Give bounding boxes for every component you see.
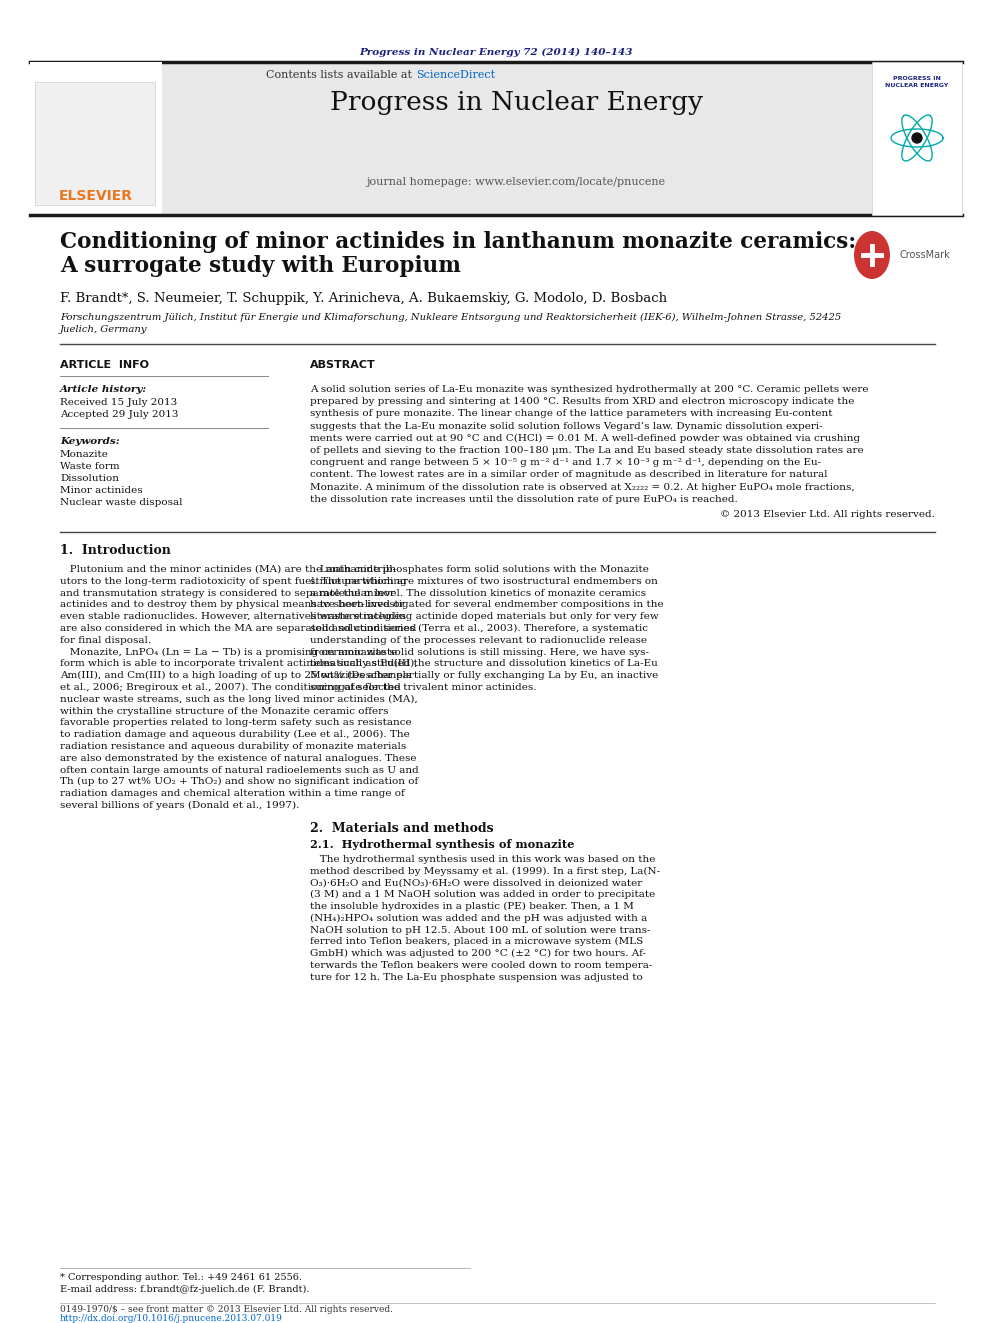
Text: of pellets and sieving to the fraction 100–180 μm. The La and Eu based steady st: of pellets and sieving to the fraction 1…	[310, 446, 864, 455]
Text: tematically studied the structure and dissolution kinetics of La-Eu: tematically studied the structure and di…	[310, 659, 658, 668]
Text: A surrogate study with Europium: A surrogate study with Europium	[60, 255, 461, 277]
Text: are also demonstrated by the existence of natural analogues. These: are also demonstrated by the existence o…	[60, 754, 417, 763]
Text: from monazite solid solutions is still missing. Here, we have sys-: from monazite solid solutions is still m…	[310, 647, 649, 656]
Text: NaOH solution to pH 12.5. About 100 mL of solution were trans-: NaOH solution to pH 12.5. About 100 mL o…	[310, 926, 651, 934]
Text: Accepted 29 July 2013: Accepted 29 July 2013	[60, 410, 179, 419]
Text: E-mail address: f.brandt@fz-juelich.de (F. Brandt).: E-mail address: f.brandt@fz-juelich.de (…	[60, 1285, 310, 1294]
Text: Waste form: Waste form	[60, 462, 120, 471]
Text: for final disposal.: for final disposal.	[60, 636, 151, 644]
Text: the dissolution rate increases until the dissolution rate of pure EuPO₄ is reach: the dissolution rate increases until the…	[310, 495, 738, 504]
Text: suggests that the La-Eu monazite solid solution follows Vegard’s law. Dynamic di: suggests that the La-Eu monazite solid s…	[310, 422, 822, 430]
Text: surrogate for the trivalent minor actinides.: surrogate for the trivalent minor actini…	[310, 683, 537, 692]
Text: content. The lowest rates are in a similar order of magnitude as described in li: content. The lowest rates are in a simil…	[310, 471, 827, 479]
Text: a molecular level. The dissolution kinetics of monazite ceramics: a molecular level. The dissolution kinet…	[310, 589, 646, 598]
Text: Monazite. A minimum of the dissolution rate is observed at X₂₂₂₂ = 0.2. At highe: Monazite. A minimum of the dissolution r…	[310, 483, 855, 492]
Text: ferred into Teflon beakers, placed in a microwave system (MLS: ferred into Teflon beakers, placed in a …	[310, 937, 643, 946]
Text: ABSTRACT: ABSTRACT	[310, 360, 376, 370]
Text: and transmutation strategy is considered to separate the minor: and transmutation strategy is considered…	[60, 589, 395, 598]
Text: structure which are mixtures of two isostructural endmembers on: structure which are mixtures of two isos…	[310, 577, 658, 586]
Text: Am(III), and Cm(III) to a high loading of up to 25 wt% (Deschanels: Am(III), and Cm(III) to a high loading o…	[60, 671, 412, 680]
Circle shape	[912, 134, 922, 143]
Text: ARTICLE  INFO: ARTICLE INFO	[60, 360, 149, 370]
Text: Conditioning of minor actinides in lanthanum monazite ceramics:: Conditioning of minor actinides in lanth…	[60, 232, 856, 253]
Text: The hydrothermal synthesis used in this work was based on the: The hydrothermal synthesis used in this …	[310, 855, 656, 864]
Ellipse shape	[854, 232, 890, 279]
Bar	[872, 62, 962, 216]
Text: favorable properties related to long-term safety such as resistance: favorable properties related to long-ter…	[60, 718, 412, 728]
Text: ScienceDirect: ScienceDirect	[416, 70, 495, 79]
Text: Contents lists available at: Contents lists available at	[267, 70, 416, 79]
Text: literature including actinide doped materials but only for very few: literature including actinide doped mate…	[310, 613, 659, 622]
Text: several billions of years (Donald et al., 1997).: several billions of years (Donald et al.…	[60, 800, 300, 810]
Bar	[30, 62, 162, 216]
Text: CrossMark: CrossMark	[900, 250, 950, 261]
Text: NUCLEAR ENERGY: NUCLEAR ENERGY	[885, 83, 948, 89]
Text: Monazite, LnPO₄ (Ln = La − Tb) is a promising ceramic waste: Monazite, LnPO₄ (Ln = La − Tb) is a prom…	[60, 647, 397, 656]
Text: utors to the long-term radiotoxicity of spent fuel. The partitioning: utors to the long-term radiotoxicity of …	[60, 577, 407, 586]
Text: Keywords:: Keywords:	[60, 437, 120, 446]
Text: congruent and range between 5 × 10⁻⁵ g m⁻² d⁻¹ and 1.7 × 10⁻³ g m⁻² d⁻¹, dependi: congruent and range between 5 × 10⁻⁵ g m…	[310, 458, 821, 467]
Bar	[162, 62, 872, 216]
Text: radiation damages and chemical alteration within a time range of: radiation damages and chemical alteratio…	[60, 790, 405, 798]
Text: http://dx.doi.org/10.1016/j.pnucene.2013.07.019: http://dx.doi.org/10.1016/j.pnucene.2013…	[60, 1314, 283, 1323]
Text: * Corresponding author. Tel.: +49 2461 61 2556.: * Corresponding author. Tel.: +49 2461 6…	[60, 1273, 302, 1282]
Text: have been investigated for several endmember compositions in the: have been investigated for several endme…	[310, 601, 664, 610]
Text: Th (up to 27 wt% UO₂ + ThO₂) and show no significant indication of: Th (up to 27 wt% UO₂ + ThO₂) and show no…	[60, 778, 419, 786]
Text: et al., 2006; Bregiroux et al., 2007). The conditioning of selected: et al., 2006; Bregiroux et al., 2007). T…	[60, 683, 401, 692]
Text: even stable radionuclides. However, alternatives waste strategies: even stable radionuclides. However, alte…	[60, 613, 406, 622]
Text: radiation resistance and aqueous durability of monazite materials: radiation resistance and aqueous durabil…	[60, 742, 407, 751]
Text: Monazites after partially or fully exchanging La by Eu, an inactive: Monazites after partially or fully excha…	[310, 671, 659, 680]
Text: ture for 12 h. The La-Eu phosphate suspension was adjusted to: ture for 12 h. The La-Eu phosphate suspe…	[310, 972, 643, 982]
Text: to radiation damage and aqueous durability (Lee et al., 2006). The: to radiation damage and aqueous durabili…	[60, 730, 410, 740]
Text: solid solution series (Terra et al., 2003). Therefore, a systematic: solid solution series (Terra et al., 200…	[310, 624, 648, 632]
Text: Nuclear waste disposal: Nuclear waste disposal	[60, 497, 183, 507]
Text: (3 M) and a 1 M NaOH solution was added in order to precipitate: (3 M) and a 1 M NaOH solution was added …	[310, 890, 656, 900]
Text: PROGRESS IN: PROGRESS IN	[893, 75, 941, 81]
Text: 2.  Materials and methods: 2. Materials and methods	[310, 822, 494, 835]
Text: often contain large amounts of natural radioelements such as U and: often contain large amounts of natural r…	[60, 766, 419, 774]
Text: Forschungszentrum Jülich, Institut für Energie und Klimaforschung, Nukleare Ents: Forschungszentrum Jülich, Institut für E…	[60, 312, 841, 321]
Text: Article history:: Article history:	[60, 385, 147, 394]
Text: method described by Meyssamy et al. (1999). In a first step, La(N-: method described by Meyssamy et al. (199…	[310, 867, 660, 876]
Text: O₃)·6H₂O and Eu(NO₃)·6H₂O were dissolved in deionized water: O₃)·6H₂O and Eu(NO₃)·6H₂O were dissolved…	[310, 878, 642, 888]
Text: Minor actinides: Minor actinides	[60, 486, 143, 495]
Bar	[35, 82, 155, 205]
Text: understanding of the processes relevant to radionuclide release: understanding of the processes relevant …	[310, 636, 647, 644]
Text: Monazite: Monazite	[60, 450, 109, 459]
Text: Juelich, Germany: Juelich, Germany	[60, 325, 148, 333]
Text: Plutonium and the minor actinides (MA) are the main contrib-: Plutonium and the minor actinides (MA) a…	[60, 565, 396, 574]
Text: within the crystalline structure of the Monazite ceramic offers: within the crystalline structure of the …	[60, 706, 389, 716]
Text: actinides and to destroy them by physical means to short-lived or: actinides and to destroy them by physica…	[60, 601, 405, 610]
Text: synthesis of pure monazite. The linear change of the lattice parameters with inc: synthesis of pure monazite. The linear c…	[310, 409, 832, 418]
Text: the insoluble hydroxides in a plastic (PE) beaker. Then, a 1 M: the insoluble hydroxides in a plastic (P…	[310, 902, 634, 912]
Text: Received 15 July 2013: Received 15 July 2013	[60, 398, 178, 407]
Text: nuclear waste streams, such as the long lived minor actinides (MA),: nuclear waste streams, such as the long …	[60, 695, 418, 704]
Text: Progress in Nuclear Energy 72 (2014) 140–143: Progress in Nuclear Energy 72 (2014) 140…	[359, 48, 633, 57]
Text: journal homepage: www.elsevier.com/locate/pnucene: journal homepage: www.elsevier.com/locat…	[366, 177, 666, 187]
Text: (NH₄)₂HPO₄ solution was added and the pH was adjusted with a: (NH₄)₂HPO₄ solution was added and the pH…	[310, 914, 647, 923]
Text: A solid solution series of La-Eu monazite was synthesized hydrothermally at 200 : A solid solution series of La-Eu monazit…	[310, 385, 869, 394]
Text: prepared by pressing and sintering at 1400 °C. Results from XRD and electron mic: prepared by pressing and sintering at 14…	[310, 397, 854, 406]
Text: ments were carried out at 90 °C and C(HCl) = 0.01 M. A well-defined powder was o: ments were carried out at 90 °C and C(HC…	[310, 434, 860, 443]
Text: ELSEVIER: ELSEVIER	[59, 189, 133, 202]
Text: terwards the Teflon beakers were cooled down to room tempera-: terwards the Teflon beakers were cooled …	[310, 960, 653, 970]
Text: Lanthanide phosphates form solid solutions with the Monazite: Lanthanide phosphates form solid solutio…	[310, 565, 649, 574]
Text: Dissolution: Dissolution	[60, 474, 119, 483]
Text: are also considered in which the MA are separated and conditioned: are also considered in which the MA are …	[60, 624, 417, 632]
Text: © 2013 Elsevier Ltd. All rights reserved.: © 2013 Elsevier Ltd. All rights reserved…	[720, 509, 935, 519]
Text: GmbH) which was adjusted to 200 °C (±2 °C) for two hours. Af-: GmbH) which was adjusted to 200 °C (±2 °…	[310, 949, 646, 958]
Text: form which is able to incorporate trivalent actinides such as Pu(III),: form which is able to incorporate trival…	[60, 659, 418, 668]
Text: Progress in Nuclear Energy: Progress in Nuclear Energy	[329, 90, 702, 115]
Text: 1.  Introduction: 1. Introduction	[60, 544, 171, 557]
Text: F. Brandt*, S. Neumeier, T. Schuppik, Y. Arinicheva, A. Bukaemskiy, G. Modolo, D: F. Brandt*, S. Neumeier, T. Schuppik, Y.…	[60, 292, 668, 306]
Text: 0149-1970/$ – see front matter © 2013 Elsevier Ltd. All rights reserved.: 0149-1970/$ – see front matter © 2013 El…	[60, 1304, 393, 1314]
Text: 2.1.  Hydrothermal synthesis of monazite: 2.1. Hydrothermal synthesis of monazite	[310, 839, 574, 849]
